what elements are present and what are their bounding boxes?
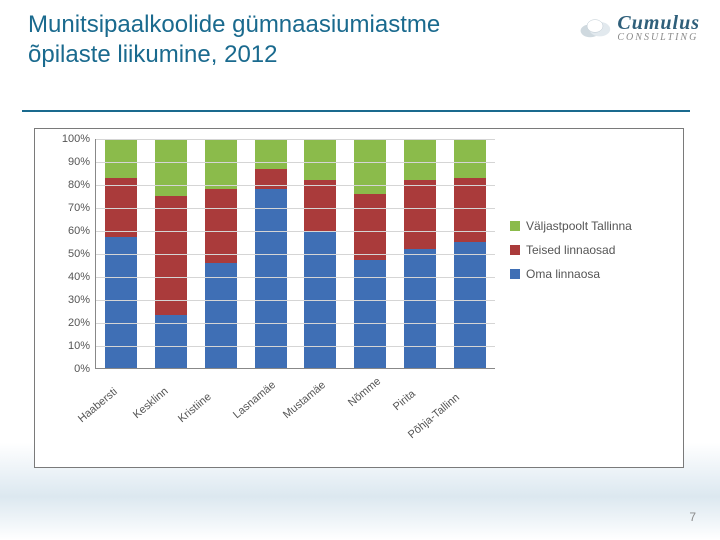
grid-line: [96, 185, 495, 186]
x-tick-label: Haabersti: [76, 386, 120, 425]
grid-line: [96, 139, 495, 140]
y-tick-label: 30%: [38, 294, 96, 306]
bar-segment-outside: [304, 139, 336, 180]
x-tick-label: Nõmme: [346, 375, 383, 409]
legend-swatch: [510, 245, 520, 255]
y-tick-label: 60%: [38, 225, 96, 237]
bar-segment-outside: [454, 139, 486, 178]
legend-label: Teised linnaosad: [526, 243, 615, 257]
bar-segment-other: [205, 189, 237, 262]
y-tick-label: 70%: [38, 202, 96, 214]
bar-segment-own: [205, 263, 237, 368]
grid-line: [96, 300, 495, 301]
y-tick-label: 50%: [38, 248, 96, 260]
bar-segment-own: [454, 242, 486, 368]
legend-item: Teised linnaosad: [510, 243, 632, 257]
y-tick-label: 100%: [38, 133, 96, 145]
legend: Väljastpoolt Tallinna Teised linnaosad Oma…: [510, 219, 632, 291]
bar-segment-own: [105, 237, 137, 368]
logo-sub: CONSULTING: [617, 33, 700, 43]
y-tick-label: 90%: [38, 156, 96, 168]
logo-text: Cumulus CONSULTING: [617, 14, 700, 43]
grid-line: [96, 208, 495, 209]
title-underline: [22, 110, 690, 112]
y-tick-label: 40%: [38, 271, 96, 283]
x-tick-label: Lasnamäe: [231, 379, 278, 421]
cloud-icon: [579, 12, 611, 45]
bar-segment-outside: [255, 139, 287, 169]
y-tick-label: 80%: [38, 179, 96, 191]
y-tick-label: 0%: [38, 363, 96, 375]
grid-line: [96, 254, 495, 255]
x-tick-label: Mustamäe: [281, 379, 328, 421]
x-axis-labels: HaaberstiKesklinnKristiineLasnamäeMustam…: [95, 373, 495, 453]
bar-segment-outside: [155, 139, 187, 196]
x-tick-label: Pirita: [391, 387, 418, 412]
grid-line: [96, 323, 495, 324]
bar-segment-outside: [205, 139, 237, 189]
grid-line: [96, 346, 495, 347]
logo-main: Cumulus: [617, 14, 700, 33]
bar-segment-other: [155, 196, 187, 315]
grid-line: [96, 231, 495, 232]
y-tick-label: 20%: [38, 317, 96, 329]
bar-segment-outside: [404, 139, 436, 180]
bar-segment-outside: [105, 139, 137, 178]
page-number: 7: [689, 510, 696, 524]
x-tick-label: Kesklinn: [131, 385, 171, 421]
plot-area: 0%10%20%30%40%50%60%70%80%90%100%: [95, 139, 495, 369]
grid-line: [96, 162, 495, 163]
legend-swatch: [510, 221, 520, 231]
legend-item: Oma linnaosa: [510, 267, 632, 281]
bar-segment-own: [404, 249, 436, 368]
bar-segment-other: [354, 194, 386, 260]
grid-line: [96, 277, 495, 278]
page-title: Munitsipaalkoolide gümnaasiumiastme õpil…: [28, 10, 448, 70]
y-tick-label: 10%: [38, 340, 96, 352]
legend-label: Oma linnaosa: [526, 267, 600, 281]
chart-container: 0%10%20%30%40%50%60%70%80%90%100% Haaber…: [34, 128, 684, 468]
x-tick-label: Kristiine: [176, 391, 214, 425]
brand-logo: Cumulus CONSULTING: [579, 12, 700, 45]
bar-segment-other: [304, 180, 336, 230]
legend-item: Väljastpoolt Tallinna: [510, 219, 632, 233]
bar-segment-own: [255, 189, 287, 368]
slide: Munitsipaalkoolide gümnaasiumiastme õpil…: [0, 0, 720, 540]
bar-segment-other: [454, 178, 486, 242]
bar-segment-other: [255, 169, 287, 190]
legend-swatch: [510, 269, 520, 279]
legend-label: Väljastpoolt Tallinna: [526, 219, 632, 233]
bar-segment-other: [404, 180, 436, 249]
